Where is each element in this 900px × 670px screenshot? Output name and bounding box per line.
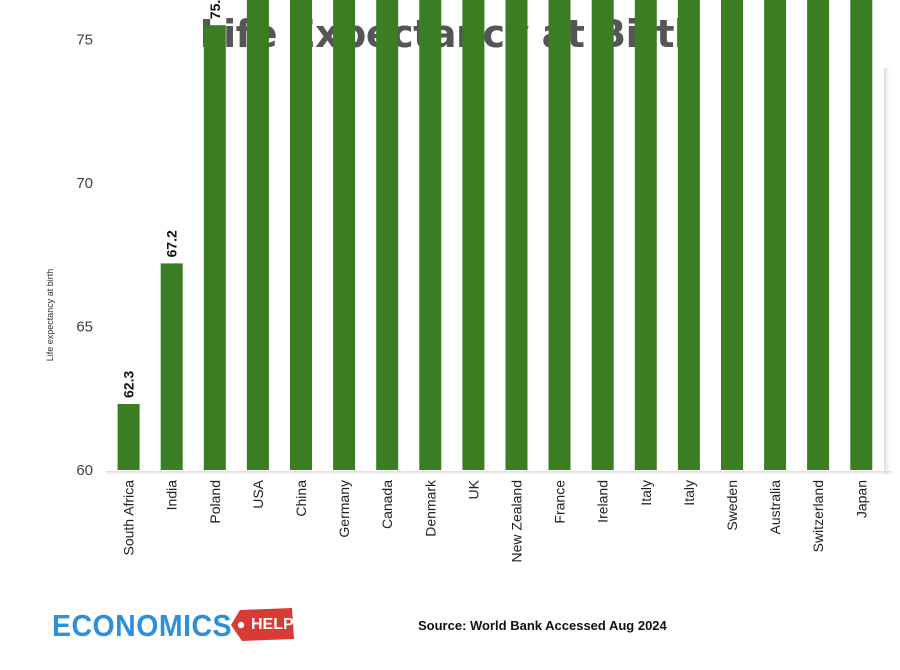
y-tick-label: 75 (76, 32, 93, 49)
bar (203, 25, 226, 470)
x-tick-label: Japan (853, 480, 869, 518)
x-tick-label: Italy (681, 480, 697, 506)
value-label: 62.3 (121, 371, 137, 398)
x-tick-label: Canada (379, 480, 395, 529)
x-tick-label: Australia (767, 480, 783, 535)
y-tick-label: 70 (76, 175, 93, 192)
x-tick-label: Italy (638, 480, 654, 506)
x-tick-label: France (552, 480, 568, 524)
bar (764, 0, 787, 470)
x-tick-label: USA (250, 479, 266, 508)
x-tick-label: China (293, 480, 309, 517)
bar (246, 0, 269, 470)
bar (548, 0, 571, 470)
x-tick-label: UK (465, 479, 481, 499)
x-tick-label: Switzerland (810, 480, 826, 552)
value-label: 75.5 (207, 0, 223, 19)
bars (117, 0, 873, 471)
bar (117, 404, 140, 470)
x-tick-label: India (164, 480, 180, 511)
bar (591, 0, 614, 471)
bar (677, 0, 700, 471)
bar-chart: 606570758085 62.367.275.577.478.280.781.… (76, 0, 892, 563)
value-label: 67.2 (164, 230, 180, 257)
plot-shadow-right (884, 68, 892, 474)
bar (333, 0, 356, 470)
plot-shadow-bottom (106, 471, 892, 476)
source-note: Source: World Bank Accessed Aug 2024 (418, 618, 667, 633)
bar (721, 0, 743, 470)
bar (505, 0, 528, 470)
logo-tag-text: HELP (251, 616, 294, 633)
bar (634, 0, 657, 470)
x-tick-label: Sweden (724, 480, 740, 531)
bar (462, 0, 485, 470)
y-tick-label: 65 (76, 319, 93, 336)
x-tick-label: South Africa (121, 480, 137, 556)
chart-title: Life Expectancy at Birth (199, 12, 701, 56)
logo-word: ECONOMICS (52, 608, 233, 643)
y-axis-label: Life expectancy at birth (45, 268, 55, 362)
logo-tag-icon (231, 608, 294, 641)
economics-help-logo[interactable]: ECONOMICS HELP (52, 604, 302, 648)
x-axis-labels: South Africa India Poland USA China Germany Ca… (121, 479, 870, 562)
bar (290, 0, 312, 470)
x-tick-label: Ireland (595, 480, 611, 523)
bar (850, 0, 873, 470)
x-tick-label: Poland (207, 480, 223, 524)
bar (419, 0, 442, 471)
bar (160, 263, 183, 470)
x-tick-label: Denmark (422, 479, 438, 537)
y-tick-label: 60 (76, 462, 93, 479)
value-labels: 62.367.275.577.478.280.781.381.482.182.2… (121, 0, 223, 398)
x-tick-label: New Zealand (509, 480, 525, 563)
x-tick-label: Germany (336, 480, 352, 538)
bar (376, 0, 399, 470)
y-axis-ticks: 606570758085 (76, 32, 93, 480)
bar (807, 0, 830, 471)
